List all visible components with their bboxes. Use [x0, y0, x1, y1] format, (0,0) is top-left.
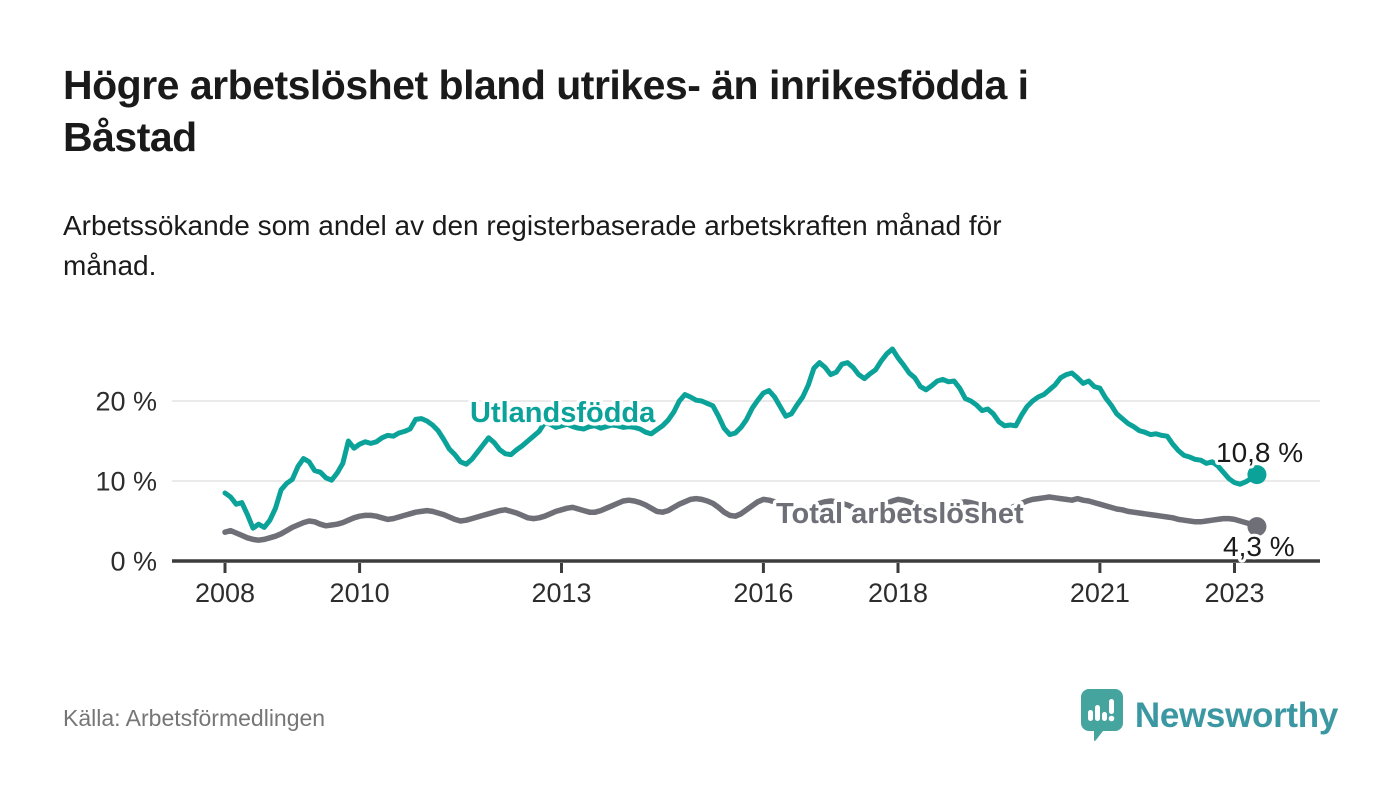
page-title-line-2: Båstad	[63, 113, 197, 160]
x-axis-tick-label-2010: 2010	[330, 578, 390, 608]
line-utlandsfodda	[222, 346, 1260, 531]
page-title-line-1: Högre arbetslöshet bland utrikes- än inr…	[63, 62, 1029, 108]
chart-subtitle-line-2: månad.	[63, 250, 157, 282]
x-axis-ticks	[223, 563, 1236, 573]
series-label-utlandsfodda: Utlandsfödda	[470, 397, 656, 429]
exclamation-bar	[1108, 699, 1114, 714]
x-axis-tick-label-2021: 2021	[1070, 578, 1130, 608]
gridlines	[172, 400, 1320, 482]
series-label-total-arbetsloshet: Total arbetslöshet	[776, 498, 1024, 530]
y-axis-tick-label-10: 10 %	[95, 467, 157, 497]
series-lines	[222, 346, 1260, 543]
end-value-label-utlandsfodda: 10,8 %	[1216, 437, 1303, 468]
x-axis-tick-label-2008: 2008	[195, 578, 255, 608]
source-attribution: Källa: Arbetsförmedlingen	[63, 705, 326, 731]
bar-3	[1101, 712, 1107, 721]
bar-2	[1094, 705, 1100, 721]
unemployment-line-chart: 0 % 10 % 20 % 2008 2010 2013 2016 2018 2021 2023…	[95, 346, 1320, 608]
bar-1	[1087, 710, 1093, 721]
newsworthy-wordmark: Newsworthy	[1134, 696, 1338, 735]
end-dot-total-arbetsloshet	[1247, 517, 1267, 537]
x-axis-labels: 2008 2010 2013 2016 2018 2021 2023	[195, 578, 1265, 608]
end-value-label-total: 4,3 %	[1223, 531, 1295, 562]
chart-subtitle: Arbetssökande som andel av den registerb…	[63, 206, 1303, 286]
x-axis-tick-label-2023: 2023	[1204, 578, 1264, 608]
line-total-arbetsloshet	[222, 494, 1260, 543]
x-axis-tick-label-2018: 2018	[868, 578, 928, 608]
chart-subtitle-line-1: Arbetssökande som andel av den registerb…	[63, 210, 1002, 241]
newsworthy-speech-bubble-bar-chart-icon	[1080, 689, 1123, 742]
exclamation-dot	[1108, 715, 1115, 722]
y-axis-labels: 0 % 10 % 20 %	[95, 387, 157, 577]
page-title: Högre arbetslöshet bland utrikes- än inr…	[63, 60, 1363, 163]
y-axis-tick-label-20: 20 %	[95, 387, 157, 417]
end-dot-utlandsfodda	[1247, 465, 1267, 485]
x-axis-tick-label-2013: 2013	[531, 578, 591, 608]
series-end-dots	[1247, 465, 1267, 537]
x-axis-tick-label-2016: 2016	[733, 578, 793, 608]
newsworthy-brand: Newsworthy	[1079, 688, 1338, 744]
y-axis-tick-label-0: 0 %	[110, 547, 157, 577]
